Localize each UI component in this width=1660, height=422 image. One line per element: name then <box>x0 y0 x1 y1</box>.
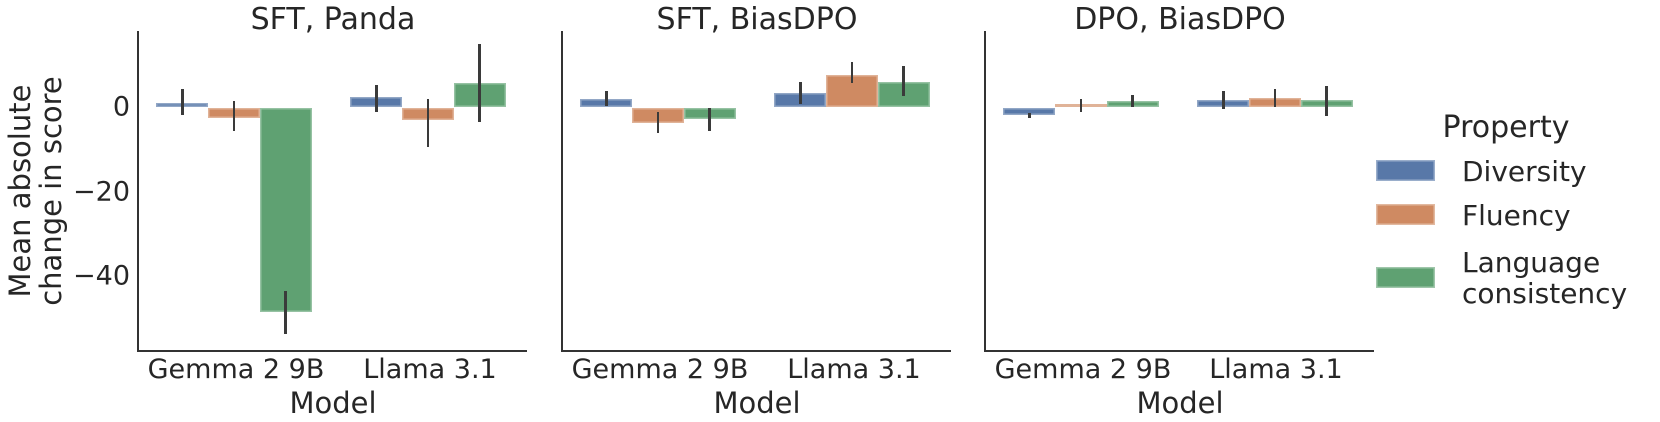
error-bar-fluency <box>426 98 430 147</box>
error-bar-language-consistency <box>1325 86 1328 116</box>
legend-swatch-diversity <box>1376 160 1435 181</box>
legend-label-language-consistency: Language consistency <box>1462 246 1628 310</box>
error-bar-fluency <box>232 101 236 132</box>
error-bar-diversity <box>375 84 378 112</box>
error-bar-language-consistency <box>708 107 711 131</box>
y-tick-label-40: −40 <box>73 260 130 292</box>
bar-diversity <box>1003 107 1056 116</box>
x-tick-llama-panel2: Llama 3.1 <box>787 354 921 385</box>
legend-label-diversity: Diversity <box>1462 155 1587 188</box>
panel-title-sft-panda: SFT, Panda <box>250 2 416 37</box>
bar-language-consistency <box>259 107 312 313</box>
error-bar-language-consistency <box>478 44 481 123</box>
plot-area-sft-biasdpo <box>561 31 951 352</box>
panel-title-dpo-biasdpo: DPO, BiasDPO <box>1074 2 1286 37</box>
y-tick-label-0: 0 <box>112 91 130 123</box>
error-bar-language-consistency <box>1131 95 1134 108</box>
error-bar-fluency <box>1079 98 1083 112</box>
error-bar-diversity <box>605 91 608 107</box>
plot-area-dpo-biasdpo <box>984 31 1374 352</box>
x-tick-gemma-panel3: Gemma 2 9B <box>994 354 1172 385</box>
error-bar-fluency <box>1273 88 1277 108</box>
error-bar-fluency <box>850 61 854 84</box>
error-bar-diversity <box>1222 90 1225 110</box>
legend-swatch-language-consistency <box>1376 267 1435 288</box>
legend-label-fluency: Fluency <box>1462 199 1571 232</box>
legend-swatch-fluency <box>1376 204 1435 225</box>
panel-title-sft-biasdpo: SFT, BiasDPO <box>656 2 858 37</box>
x-axis-label-panel2: Model <box>713 386 801 420</box>
y-tick-label-20: −20 <box>73 176 130 208</box>
error-bar-diversity <box>799 82 802 104</box>
plot-area-sft-panda <box>137 31 527 352</box>
x-tick-gemma-panel2: Gemma 2 9B <box>571 354 749 385</box>
x-axis-label-panel3: Model <box>1136 386 1224 420</box>
error-bar-language-consistency <box>284 291 287 334</box>
error-bar-fluency <box>656 112 660 134</box>
error-bar-diversity <box>1028 112 1031 119</box>
x-tick-llama-panel1: Llama 3.1 <box>363 354 497 385</box>
x-tick-llama-panel3: Llama 3.1 <box>1209 354 1343 385</box>
error-bar-language-consistency <box>902 66 905 97</box>
x-axis-label-panel1: Model <box>289 386 377 420</box>
error-bar-diversity <box>181 88 184 116</box>
x-tick-gemma-panel1: Gemma 2 9B <box>147 354 325 385</box>
legend-title: Property <box>1442 110 1570 145</box>
